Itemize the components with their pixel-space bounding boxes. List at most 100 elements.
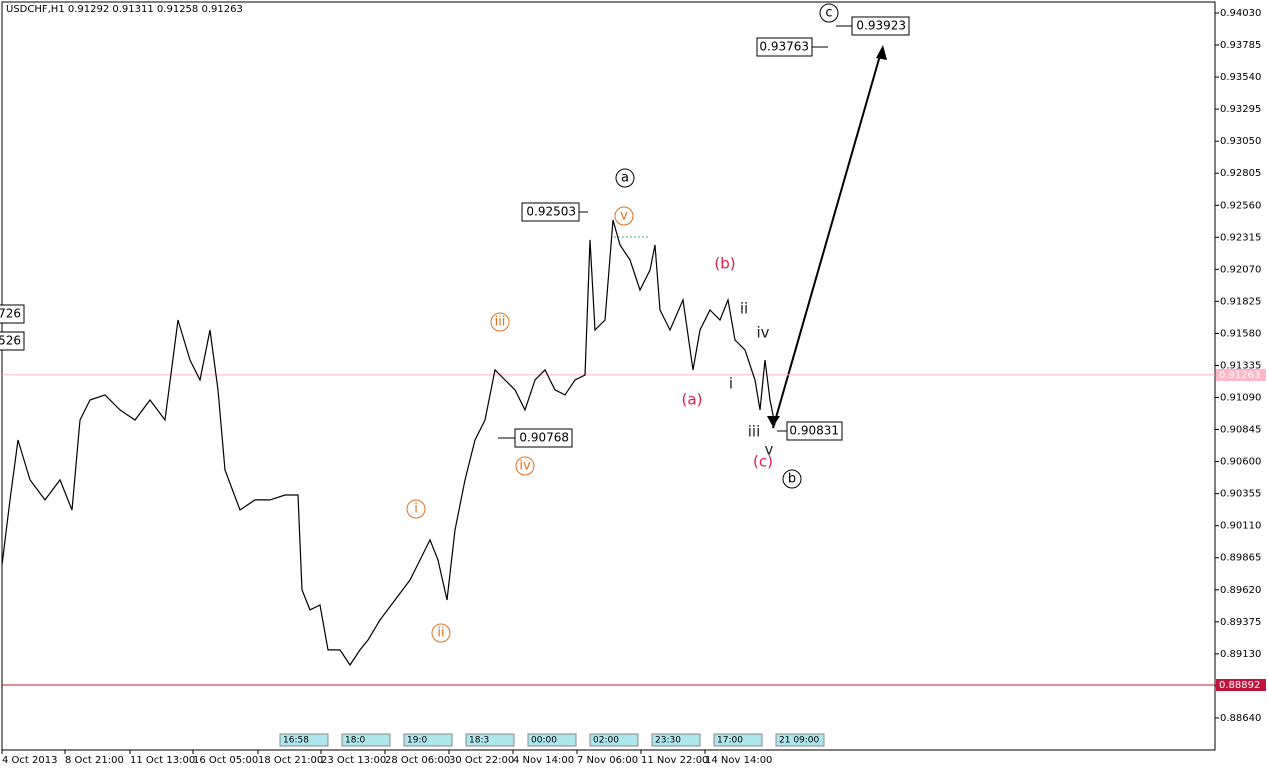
y-tick-label: 0.88640 <box>1220 713 1261 724</box>
price-box-label: 0.90768 <box>519 431 569 445</box>
y-tick-label: 0.89865 <box>1220 553 1261 564</box>
wave-label: (c) <box>753 453 773 471</box>
time-tag-label: 18:0 <box>345 736 365 746</box>
y-tick-label: 0.92560 <box>1220 200 1261 211</box>
wave-circle <box>819 3 839 23</box>
price-box <box>521 202 580 222</box>
wave-label: ii <box>740 300 748 318</box>
x-tick-label: 30 Oct 22:00 <box>449 755 514 766</box>
x-tick-label: 14 Nov 14:00 <box>705 755 772 766</box>
x-tick-label: 4 Nov 14:00 <box>513 755 574 766</box>
price-box <box>786 421 843 441</box>
arrow-tail <box>767 416 780 427</box>
wave-label: iv <box>756 324 769 342</box>
current-price-box <box>1216 368 1266 381</box>
time-tag-label: 23:30 <box>655 736 681 746</box>
price-box-label: 526 <box>0 334 21 348</box>
current-price-label: 0.91263 <box>1219 370 1260 381</box>
time-tag-label: 21 09:00 <box>779 736 820 746</box>
wave-label: iii <box>748 423 761 441</box>
time-tag-label: 19:0 <box>407 736 427 746</box>
time-tag <box>465 733 515 747</box>
wave-label: v <box>620 209 628 224</box>
y-tick-label: 0.93295 <box>1220 104 1261 115</box>
price-line <box>1 219 776 667</box>
arrow-head <box>876 45 887 60</box>
level-line-box <box>1216 678 1266 691</box>
y-tick-label: 0.91580 <box>1220 328 1261 339</box>
x-tick-label: 18 Oct 21:00 <box>258 755 323 766</box>
y-tick-label: 0.90600 <box>1220 457 1261 468</box>
wave-label: iii <box>495 315 506 330</box>
x-tick-label: 7 Nov 06:00 <box>577 755 638 766</box>
wave-circle <box>615 168 635 188</box>
time-tag <box>341 733 391 747</box>
plot-frame <box>1 1 1216 751</box>
x-tick-label: 8 Oct 21:00 <box>65 755 124 766</box>
y-tick-label: 0.93785 <box>1220 40 1261 51</box>
x-tick-label: 16 Oct 05:00 <box>193 755 258 766</box>
y-tick-label: 0.94030 <box>1220 8 1261 19</box>
y-tick-label: 0.91090 <box>1220 393 1261 404</box>
y-tick-label: 0.93540 <box>1220 72 1261 83</box>
chart-title: USDCHF,H1 0.91292 0.91311 0.91258 0.9126… <box>6 4 243 15</box>
price-box <box>0 331 25 351</box>
y-tick-label: 0.89130 <box>1220 649 1261 660</box>
wave-label: v <box>765 441 774 459</box>
wave-label: b <box>788 472 796 487</box>
time-tag-label: 00:00 <box>531 736 557 746</box>
time-tag <box>713 733 763 747</box>
time-tag <box>279 733 329 747</box>
y-tick-label: 0.90845 <box>1220 425 1261 436</box>
y-tick-label: 0.93050 <box>1220 136 1261 147</box>
x-tick-label: 11 Oct 13:00 <box>130 755 195 766</box>
wave-label: ii <box>437 626 444 641</box>
y-tick-label: 0.89375 <box>1220 617 1261 628</box>
x-tick-label: 23 Oct 13:00 <box>321 755 386 766</box>
wave-circle <box>614 206 634 226</box>
y-tick-label: 0.92315 <box>1220 232 1261 243</box>
price-box-label: 0.93923 <box>856 19 906 33</box>
wave-circle <box>406 499 426 519</box>
wave-circle <box>431 623 451 643</box>
y-tick-label: 0.89620 <box>1220 585 1261 596</box>
x-tick-label: 11 Nov 22:00 <box>641 755 708 766</box>
time-tag <box>403 733 453 747</box>
price-box-label: 0.93763 <box>759 40 809 54</box>
wave-label: i <box>729 375 733 393</box>
y-tick-label: 0.91825 <box>1220 296 1261 307</box>
time-tag <box>527 733 577 747</box>
y-tick-label: 0.91335 <box>1220 360 1261 371</box>
time-tag-label: 18:3 <box>469 736 489 746</box>
time-tag <box>651 733 701 747</box>
wave-circle <box>782 469 802 489</box>
time-tag <box>589 733 639 747</box>
forecast-arrow <box>772 51 882 429</box>
wave-label: a <box>621 171 629 186</box>
wave-circle <box>490 312 510 332</box>
wave-label: i <box>414 502 418 517</box>
time-tag-label: 02:00 <box>593 736 619 746</box>
time-tag-label: 16:58 <box>283 736 309 746</box>
x-tick-label: 4 Oct 2013 <box>2 755 57 766</box>
price-box <box>514 428 573 448</box>
wave-label: (a) <box>682 391 703 409</box>
time-tag-label: 17:00 <box>717 736 743 746</box>
y-tick-label: 0.92070 <box>1220 264 1261 275</box>
time-tag <box>775 733 825 747</box>
price-box <box>0 304 25 324</box>
wave-circle <box>515 456 535 476</box>
level-line-label: 0.88892 <box>1219 680 1260 691</box>
x-tick-label: 28 Oct 06:00 <box>385 755 450 766</box>
y-tick-label: 0.90110 <box>1220 521 1261 532</box>
y-tick-label: 0.90355 <box>1220 489 1261 500</box>
y-tick-label: 0.92805 <box>1220 168 1261 179</box>
price-box-label: 0.90831 <box>789 424 839 438</box>
price-box-label: 726 <box>0 307 21 321</box>
price-box <box>851 16 910 36</box>
wave-label: c <box>825 6 832 21</box>
wave-label: iv <box>519 459 531 474</box>
price-box-label: 0.92503 <box>526 205 576 219</box>
wave-label: (b) <box>714 255 735 273</box>
